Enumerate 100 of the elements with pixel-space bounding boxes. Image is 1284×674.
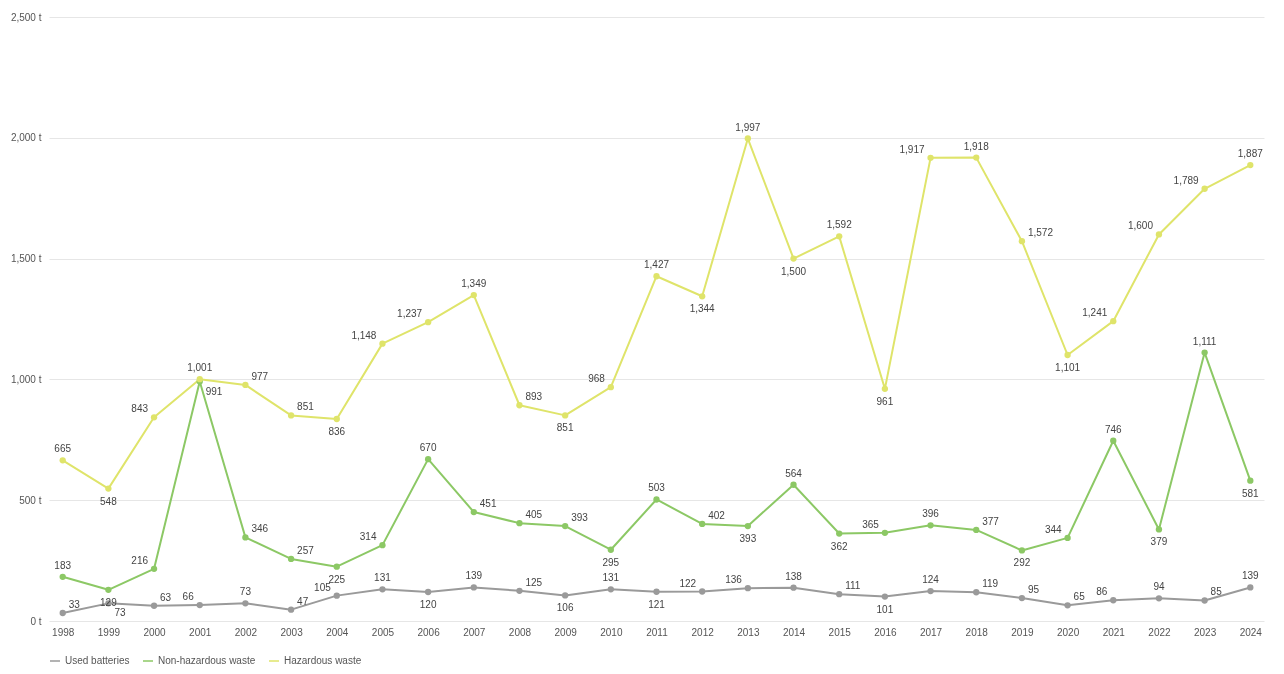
x-tick-label: 2021 <box>1102 626 1126 638</box>
data-label: 139 <box>1241 570 1260 582</box>
data-label: 106 <box>556 602 574 614</box>
data-label: 120 <box>419 599 437 611</box>
point <box>561 592 569 599</box>
point <box>836 530 843 537</box>
data-label: 1,148 <box>351 329 377 341</box>
point <box>927 587 934 595</box>
data-label: 1,001 <box>187 362 213 374</box>
point <box>790 584 797 591</box>
point <box>470 291 477 299</box>
data-label: 344 <box>1044 523 1063 535</box>
point <box>287 555 295 563</box>
data-label: 379 <box>1150 536 1168 548</box>
point <box>105 485 112 492</box>
legend-label: Hazardous waste <box>284 655 362 666</box>
point <box>150 414 158 421</box>
data-label: 362 <box>830 540 848 552</box>
x-tick-label: 2019 <box>1011 626 1034 638</box>
data-label: 1,600 <box>1127 220 1154 232</box>
data-label: 503 <box>648 482 666 494</box>
point <box>1110 437 1117 444</box>
data-label: 1,241 <box>1082 307 1108 319</box>
point <box>1110 597 1117 604</box>
x-tick-label: 2001 <box>189 626 212 638</box>
legend-label: Used batteries <box>65 655 130 666</box>
point <box>744 584 752 592</box>
data-label: 295 <box>602 556 620 568</box>
point <box>1247 584 1254 591</box>
point <box>1064 351 1071 359</box>
x-tick-label: 2005 <box>371 626 395 638</box>
data-label: 393 <box>571 512 589 524</box>
x-tick-label: 2004 <box>326 626 349 638</box>
data-label: 125 <box>525 576 543 588</box>
point <box>242 381 249 389</box>
x-tick-label: 2016 <box>874 626 897 638</box>
data-label: 346 <box>251 523 269 535</box>
point <box>973 154 980 161</box>
data-label: 111 <box>845 580 861 592</box>
data-label: 1,237 <box>397 308 423 320</box>
point <box>790 255 797 262</box>
data-label: 581 <box>1241 487 1260 499</box>
point <box>927 522 934 529</box>
x-tick-label: 2020 <box>1056 626 1080 638</box>
point <box>1247 161 1254 169</box>
data-label: 47 <box>297 595 309 607</box>
data-label: 670 <box>419 442 437 454</box>
x-tick-label: 2008 <box>508 626 532 638</box>
point <box>105 586 112 593</box>
data-label: 393 <box>739 533 757 545</box>
data-label: 85 <box>1210 586 1223 598</box>
point <box>1247 477 1254 484</box>
point <box>1155 231 1163 238</box>
data-label: 1,572 <box>1027 227 1054 239</box>
data-label: 131 <box>602 572 620 584</box>
x-tick-label: 2006 <box>417 626 441 638</box>
y-tick-label: 1,500 t <box>10 253 42 265</box>
data-label: 451 <box>479 498 497 510</box>
x-tick-label: 2024 <box>1239 626 1263 638</box>
data-label: 1,887 <box>1237 148 1264 160</box>
data-label: 961 <box>876 395 894 407</box>
point <box>333 592 340 599</box>
y-tick-label: 1,000 t <box>10 373 42 385</box>
point <box>1155 595 1163 602</box>
x-tick-label: 2002 <box>234 626 258 638</box>
data-label: 402 <box>708 509 726 521</box>
point <box>59 609 66 617</box>
data-label: 396 <box>922 508 940 520</box>
point <box>287 412 295 419</box>
data-label: 1,789 <box>1173 174 1200 186</box>
data-label: 1,918 <box>963 140 990 152</box>
point <box>242 534 249 541</box>
point <box>699 293 706 300</box>
data-label: 95 <box>1027 584 1040 596</box>
data-label: 991 <box>205 385 223 397</box>
point <box>836 233 843 240</box>
point <box>470 584 477 591</box>
data-label: 377 <box>982 515 1000 527</box>
x-tick-label: 2017 <box>919 626 943 638</box>
data-label: 365 <box>862 518 880 530</box>
point <box>790 481 797 488</box>
y-tick-label: 2,500 t <box>10 11 42 23</box>
point <box>379 541 386 549</box>
point <box>424 318 432 326</box>
x-tick-label: 2015 <box>828 626 852 638</box>
data-label: 1,592 <box>826 219 853 231</box>
point <box>59 573 66 580</box>
data-label: 851 <box>297 401 315 413</box>
data-label: 124 <box>922 574 940 586</box>
data-label: 33 <box>68 599 81 611</box>
x-tick-label: 2000 <box>143 626 167 638</box>
point <box>927 154 934 162</box>
data-label: 1,344 <box>689 303 716 315</box>
point <box>973 589 980 596</box>
x-tick-label: 2012 <box>691 626 715 638</box>
x-tick-label: 2007 <box>463 626 486 638</box>
point <box>881 529 889 536</box>
point <box>1110 318 1117 325</box>
data-label: 1,997 <box>735 121 761 133</box>
data-label: 119 <box>982 578 999 590</box>
